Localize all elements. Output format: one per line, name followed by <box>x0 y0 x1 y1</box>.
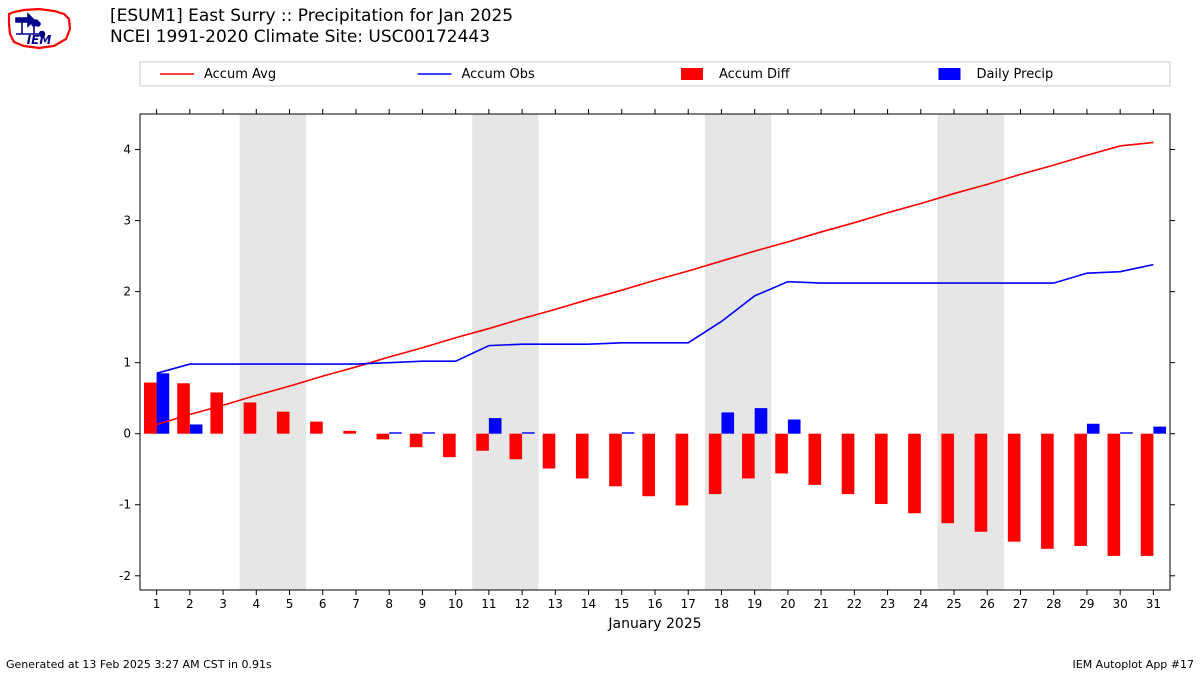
svg-text:5: 5 <box>286 597 294 611</box>
bar-accum-diff <box>1108 434 1121 556</box>
svg-text:Accum Diff: Accum Diff <box>719 67 791 82</box>
bar-accum-diff <box>775 434 788 474</box>
bar-daily-precip <box>190 424 203 433</box>
svg-text:22: 22 <box>847 597 862 611</box>
bar-accum-diff <box>443 434 456 457</box>
svg-text:Daily Precip: Daily Precip <box>977 67 1054 82</box>
bar-daily-precip <box>489 418 502 434</box>
svg-text:1: 1 <box>123 356 131 370</box>
bar-accum-diff <box>609 434 622 487</box>
svg-text:15: 15 <box>614 597 629 611</box>
bar-accum-diff <box>476 434 489 451</box>
bar-accum-diff <box>343 431 356 434</box>
svg-text:25: 25 <box>946 597 961 611</box>
bar-accum-diff <box>377 434 390 440</box>
bar-daily-precip <box>1153 427 1166 434</box>
svg-text:4: 4 <box>252 597 260 611</box>
footer-app-id: IEM Autoplot App #17 <box>1073 658 1195 671</box>
bar-daily-precip <box>788 419 801 433</box>
bar-accum-diff <box>543 434 556 469</box>
svg-text:8: 8 <box>385 597 393 611</box>
svg-text:19: 19 <box>747 597 762 611</box>
bar-accum-diff <box>875 434 888 504</box>
svg-text:28: 28 <box>1046 597 1061 611</box>
bar-accum-diff <box>509 434 522 460</box>
bar-accum-diff <box>310 422 323 434</box>
bar-daily-precip <box>422 432 435 433</box>
bar-accum-diff <box>210 392 223 433</box>
bar-accum-diff <box>908 434 921 514</box>
iem-logo: IEM <box>4 4 74 54</box>
bar-daily-precip <box>622 432 635 433</box>
bar-accum-diff <box>1041 434 1054 549</box>
svg-text:6: 6 <box>319 597 327 611</box>
bar-accum-diff <box>1074 434 1087 546</box>
svg-text:11: 11 <box>481 597 496 611</box>
legend-daily-precip: Daily Precip <box>939 67 1054 82</box>
bar-accum-diff <box>177 383 190 433</box>
svg-text:14: 14 <box>581 597 596 611</box>
svg-text:0: 0 <box>123 427 131 441</box>
svg-text:30: 30 <box>1113 597 1128 611</box>
bar-daily-precip <box>1120 432 1133 433</box>
svg-text:3: 3 <box>219 597 227 611</box>
x-axis-label: January 2025 <box>607 616 701 632</box>
svg-text:12: 12 <box>514 597 529 611</box>
bar-accum-diff <box>842 434 855 494</box>
svg-text:2: 2 <box>123 285 131 299</box>
bar-daily-precip <box>755 408 768 434</box>
svg-text:IEM: IEM <box>27 33 52 47</box>
svg-text:9: 9 <box>419 597 427 611</box>
bar-accum-diff <box>941 434 954 524</box>
title-line-2: NCEI 1991-2020 Climate Site: USC00172443 <box>110 27 513 48</box>
svg-text:31: 31 <box>1146 597 1161 611</box>
svg-text:4: 4 <box>123 143 131 157</box>
svg-text:Accum Avg: Accum Avg <box>204 67 276 82</box>
bar-accum-diff <box>742 434 755 479</box>
bar-accum-diff <box>709 434 722 494</box>
bar-daily-precip <box>389 432 402 433</box>
bar-accum-diff <box>975 434 988 532</box>
footer-generated: Generated at 13 Feb 2025 3:27 AM CST in … <box>6 658 272 671</box>
svg-text:16: 16 <box>647 597 662 611</box>
legend-accum-diff: Accum Diff <box>681 67 791 82</box>
svg-text:-1: -1 <box>119 498 131 512</box>
svg-text:21: 21 <box>813 597 828 611</box>
svg-text:-2: -2 <box>119 569 131 583</box>
bar-accum-diff <box>144 383 157 434</box>
svg-text:26: 26 <box>980 597 995 611</box>
bar-accum-diff <box>277 412 290 434</box>
bar-accum-diff <box>676 434 689 506</box>
svg-text:20: 20 <box>780 597 795 611</box>
bar-daily-precip <box>721 412 734 433</box>
chart-title: [ESUM1] East Surry :: Precipitation for … <box>110 6 513 49</box>
svg-text:18: 18 <box>714 597 729 611</box>
precipitation-chart: Accum Avg Accum Obs Accum Diff Daily Precip… <box>110 60 1180 640</box>
svg-text:24: 24 <box>913 597 928 611</box>
svg-text:17: 17 <box>681 597 696 611</box>
svg-text:23: 23 <box>880 597 895 611</box>
bar-accum-diff <box>1008 434 1021 542</box>
svg-text:Accum Obs: Accum Obs <box>462 67 535 82</box>
bar-accum-diff <box>244 402 257 433</box>
svg-text:3: 3 <box>123 214 131 228</box>
svg-text:1: 1 <box>153 597 161 611</box>
svg-text:27: 27 <box>1013 597 1028 611</box>
svg-text:29: 29 <box>1079 597 1094 611</box>
svg-text:13: 13 <box>548 597 563 611</box>
svg-text:10: 10 <box>448 597 463 611</box>
bar-accum-diff <box>642 434 655 497</box>
svg-text:2: 2 <box>186 597 194 611</box>
bar-daily-precip <box>522 432 535 433</box>
bar-accum-diff <box>410 434 423 447</box>
title-line-1: [ESUM1] East Surry :: Precipitation for … <box>110 6 513 27</box>
bar-daily-precip <box>1087 424 1100 434</box>
bar-accum-diff <box>1141 434 1154 556</box>
bar-accum-diff <box>809 434 822 485</box>
svg-text:7: 7 <box>352 597 360 611</box>
bar-accum-diff <box>576 434 589 479</box>
